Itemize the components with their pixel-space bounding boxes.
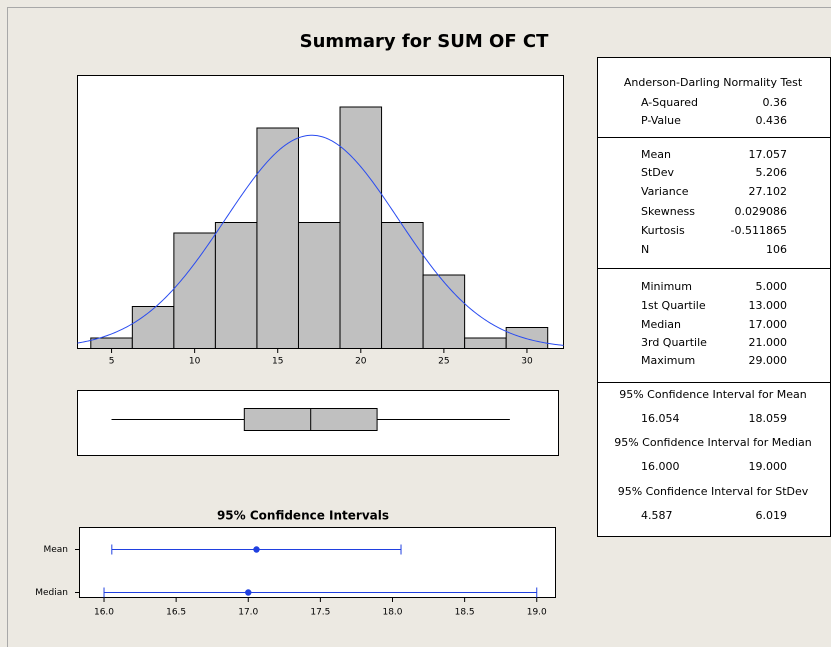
window-border (7, 7, 831, 647)
x-tick-label: 16.0 (94, 608, 114, 618)
histogram-bar (297, 222, 341, 349)
histogram-bar (256, 127, 299, 349)
stat-label: 1st Quartile (641, 299, 706, 312)
x-tick-label: 15 (272, 357, 283, 367)
stat-label: Kurtosis (641, 224, 685, 237)
ci-frame (79, 527, 556, 598)
stat-value: -0.511865 (731, 224, 787, 237)
x-tick-label: 10 (189, 357, 201, 367)
ci-point (253, 546, 260, 553)
normal-fit (77, 134, 564, 346)
ci-point (245, 589, 252, 596)
x-tick-label: 16.5 (166, 608, 186, 618)
x-tick-label: 5 (109, 357, 115, 367)
stat-label: 4.587 (641, 509, 673, 522)
histogram-bar (422, 274, 466, 349)
x-tick-label: 19.0 (527, 608, 547, 618)
section-title: 95% Confidence Interval for Mean (619, 388, 807, 401)
stat-value: 19.000 (749, 460, 788, 473)
x-tick-label: 18.0 (382, 608, 402, 618)
histogram-bar (381, 222, 424, 349)
ci-label: Mean (43, 545, 68, 555)
stat-value: 0.436 (756, 114, 788, 127)
histogram-bar (214, 222, 258, 349)
stat-label: Maximum (641, 354, 695, 367)
ci-title: 95% Confidence Intervals (217, 509, 389, 523)
x-tick-label: 17.0 (238, 608, 258, 618)
stat-label: Minimum (641, 280, 692, 293)
ci-label: Median (35, 588, 68, 598)
stat-value: 5.000 (756, 280, 788, 293)
histogram-bar (505, 327, 549, 349)
x-tick-label: 30 (521, 357, 533, 367)
histogram-bar (131, 306, 175, 349)
stat-label: StDev (641, 166, 675, 179)
section-title: 95% Confidence Interval for StDev (618, 485, 809, 498)
stat-label: Variance (641, 185, 689, 198)
stat-value: 106 (766, 243, 787, 256)
stat-value: 17.000 (749, 318, 788, 331)
section-title: Anderson-Darling Normality Test (624, 76, 803, 89)
stat-value: 29.000 (749, 354, 788, 367)
stat-value: 5.206 (756, 166, 788, 179)
stat-value: 18.059 (749, 412, 788, 425)
stat-label: Skewness (641, 205, 695, 218)
stat-label: Mean (641, 148, 671, 161)
stats-table (597, 57, 831, 537)
x-tick-label: 18.5 (455, 608, 475, 618)
x-tick-label: 17.5 (310, 608, 330, 618)
main-title: Summary for SUM OF CT (300, 31, 549, 52)
histogram-bar (173, 232, 216, 349)
section-title: 95% Confidence Interval for Median (614, 436, 812, 449)
stat-value: 6.019 (756, 509, 788, 522)
stat-value: 0.36 (763, 96, 788, 109)
x-tick-label: 20 (355, 357, 367, 367)
stat-label: N (641, 243, 649, 256)
stat-label: 16.000 (641, 460, 680, 473)
stat-label: 3rd Quartile (641, 336, 707, 349)
stat-label: A-Squared (641, 96, 698, 109)
stat-label: 16.054 (641, 412, 680, 425)
histogram-bar (339, 106, 383, 349)
stat-value: 17.057 (749, 148, 788, 161)
histogram-bar (464, 337, 507, 349)
x-tick-label: 25 (438, 357, 449, 367)
stat-label: P-Value (641, 114, 681, 127)
stat-value: 21.000 (749, 336, 788, 349)
stat-value: 27.102 (749, 185, 788, 198)
stat-label: Median (641, 318, 681, 331)
histogram-bar (90, 337, 133, 349)
stat-value: 0.029086 (735, 205, 788, 218)
stat-value: 13.000 (749, 299, 788, 312)
